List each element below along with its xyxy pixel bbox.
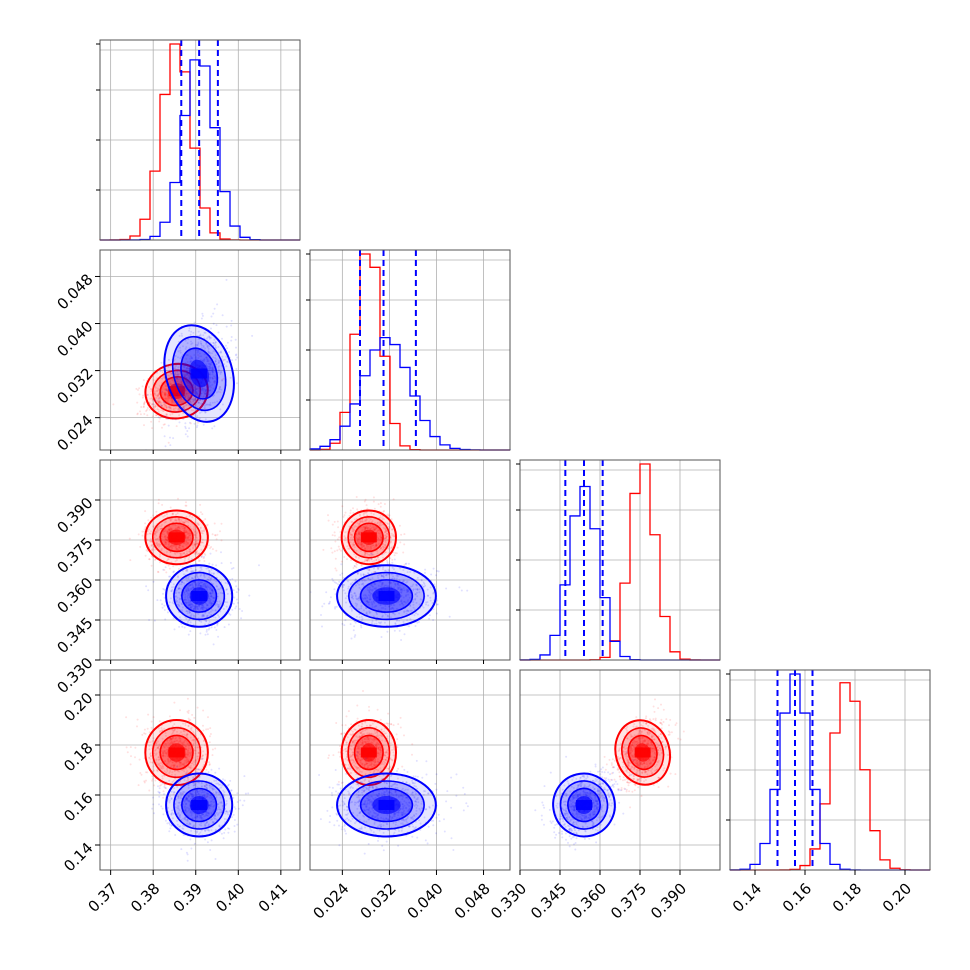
panel-bg: [100, 250, 300, 450]
x-tick-label: 0.345: [527, 880, 570, 923]
contour-line-0: [144, 718, 209, 787]
density-panel-0-2: [99, 459, 301, 661]
contour-line-1: [173, 780, 226, 830]
density-peak: [634, 747, 651, 758]
x-tick-label: 0.330: [487, 880, 530, 923]
hist-panel-0: [96, 39, 301, 241]
hist-panel-2: [516, 459, 721, 661]
contour-line-0: [165, 772, 234, 838]
y-tick-label: 0.040: [53, 317, 96, 360]
contour-line-2: [159, 734, 194, 771]
x-tick-label: 0.390: [647, 880, 690, 923]
contour-line-1: [173, 571, 226, 621]
contour-line-0: [336, 772, 437, 838]
axes-frame: [99, 459, 301, 661]
density-peak: [168, 386, 185, 397]
contour-line-2: [353, 522, 384, 553]
panel-bg: [310, 670, 510, 870]
contour-line-2: [353, 734, 384, 771]
x-tick-label: 0.39: [170, 880, 206, 916]
contour-line-2: [359, 787, 414, 823]
y-tick-label: 0.345: [53, 614, 96, 657]
density-peak: [191, 368, 208, 379]
axes-frame: [309, 459, 511, 661]
density-panel-1-3: [309, 669, 511, 871]
density-panel-1-2: [309, 459, 511, 661]
y-tick-label: 0.14: [60, 839, 96, 875]
contour-line-1: [171, 335, 227, 412]
panel-bg: [310, 460, 510, 660]
x-tick-label: 0.20: [879, 880, 915, 916]
density-peak: [191, 800, 208, 810]
contour-line-0: [340, 718, 397, 787]
x-tick-label: 0.024: [310, 880, 353, 923]
contour-line-0: [552, 772, 616, 838]
y-tick-label: 0.18: [60, 739, 96, 775]
axes-frame: [99, 249, 301, 451]
y-tick-label: 0.024: [53, 411, 96, 454]
y-tick-label: 0.16: [60, 789, 96, 825]
axes-frame: [309, 669, 511, 871]
contour-line-1: [151, 516, 202, 559]
x-tick-label: 0.360: [567, 880, 610, 923]
x-tick-label: 0.375: [607, 880, 650, 923]
hist-panel-3: [726, 669, 931, 871]
x-tick-label: 0.41: [255, 880, 291, 916]
contour-line-0: [163, 324, 235, 423]
density-peak: [378, 591, 395, 601]
x-tick-label: 0.048: [451, 880, 494, 923]
contour-line-0: [165, 564, 234, 628]
density-peak: [378, 800, 395, 810]
contour-line-1: [348, 571, 425, 621]
x-tick-label: 0.18: [829, 880, 865, 916]
contour-line-0: [340, 509, 397, 566]
y-tick-label: 0.048: [53, 270, 96, 313]
y-tick-label: 0.360: [53, 574, 96, 617]
hist-panel-1: [306, 249, 511, 451]
contour-line-0: [614, 719, 671, 786]
contour-line-0: [144, 362, 209, 420]
contour-line-2: [159, 522, 194, 553]
density-peak: [360, 532, 377, 543]
contour-line-1: [151, 726, 202, 779]
x-tick-label: 0.38: [127, 880, 163, 916]
density-panel-0-3: [99, 669, 301, 871]
density-peak: [576, 800, 592, 810]
contour-line-2: [627, 734, 658, 771]
y-tick-label: 0.032: [53, 364, 96, 407]
x-tick-label: 0.37: [85, 880, 121, 916]
density-panel-0-1: [99, 249, 301, 451]
contour-line-1: [348, 780, 425, 830]
x-tick-label: 0.032: [357, 880, 400, 923]
density-peak: [360, 747, 377, 758]
density-panel-2-3: [519, 669, 721, 871]
axes-frame: [99, 669, 301, 871]
y-tick-label: 0.375: [53, 534, 96, 577]
x-tick-label: 0.040: [404, 880, 447, 923]
panel-bg: [520, 670, 720, 870]
contour-line-0: [336, 564, 437, 628]
contour-line-2: [359, 579, 414, 613]
density-peak: [168, 532, 185, 543]
contour-line-2: [567, 787, 601, 823]
x-tick-label: 0.16: [779, 880, 815, 916]
contour-line-1: [559, 780, 609, 830]
contour-line-0: [144, 509, 209, 566]
y-tick-label: 0.390: [53, 494, 96, 537]
contour-line-2: [181, 787, 218, 823]
contour-line-1: [347, 726, 391, 779]
y-tick-label: 0.330: [53, 654, 96, 697]
contour-line-1: [347, 516, 391, 559]
contour-line-2: [181, 579, 218, 613]
contour-line-1: [621, 727, 665, 778]
axes-frame: [519, 669, 721, 871]
density-peak: [168, 747, 185, 758]
density-peak: [191, 591, 208, 601]
x-tick-label: 0.14: [729, 880, 765, 916]
contour-line-2: [180, 347, 219, 400]
x-tick-label: 0.40: [212, 880, 248, 916]
